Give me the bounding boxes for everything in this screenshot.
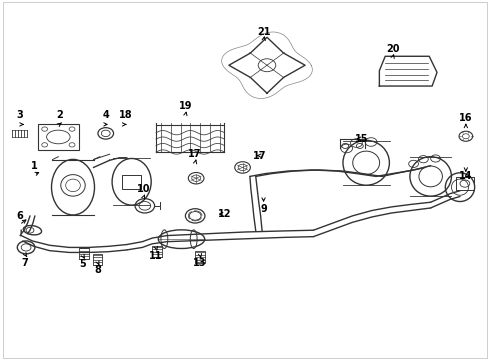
Text: 1: 1: [30, 161, 37, 171]
Text: 15: 15: [355, 134, 368, 144]
Bar: [152, 246, 162, 257]
Text: 4: 4: [102, 111, 109, 121]
Text: 13: 13: [193, 258, 207, 268]
Text: 19: 19: [179, 102, 192, 112]
Bar: [93, 254, 102, 265]
Text: 20: 20: [386, 44, 399, 54]
Text: 21: 21: [257, 27, 270, 37]
Text: 6: 6: [16, 211, 23, 221]
Bar: [195, 251, 205, 263]
Text: 17: 17: [253, 150, 267, 161]
Bar: [456, 177, 474, 190]
Text: 14: 14: [459, 171, 472, 181]
Text: 2: 2: [56, 111, 63, 121]
Text: 16: 16: [459, 113, 472, 123]
Bar: [122, 175, 142, 189]
Text: 18: 18: [119, 111, 132, 121]
Text: 10: 10: [137, 184, 150, 194]
Text: 9: 9: [260, 204, 267, 214]
Text: 5: 5: [79, 259, 86, 269]
Text: 7: 7: [22, 258, 28, 268]
Text: 8: 8: [94, 265, 101, 275]
Bar: [38, 125, 79, 149]
Text: 3: 3: [17, 111, 24, 121]
Text: 12: 12: [218, 209, 231, 219]
Text: 17: 17: [189, 149, 202, 159]
Bar: [79, 248, 89, 259]
Text: 11: 11: [149, 251, 163, 261]
